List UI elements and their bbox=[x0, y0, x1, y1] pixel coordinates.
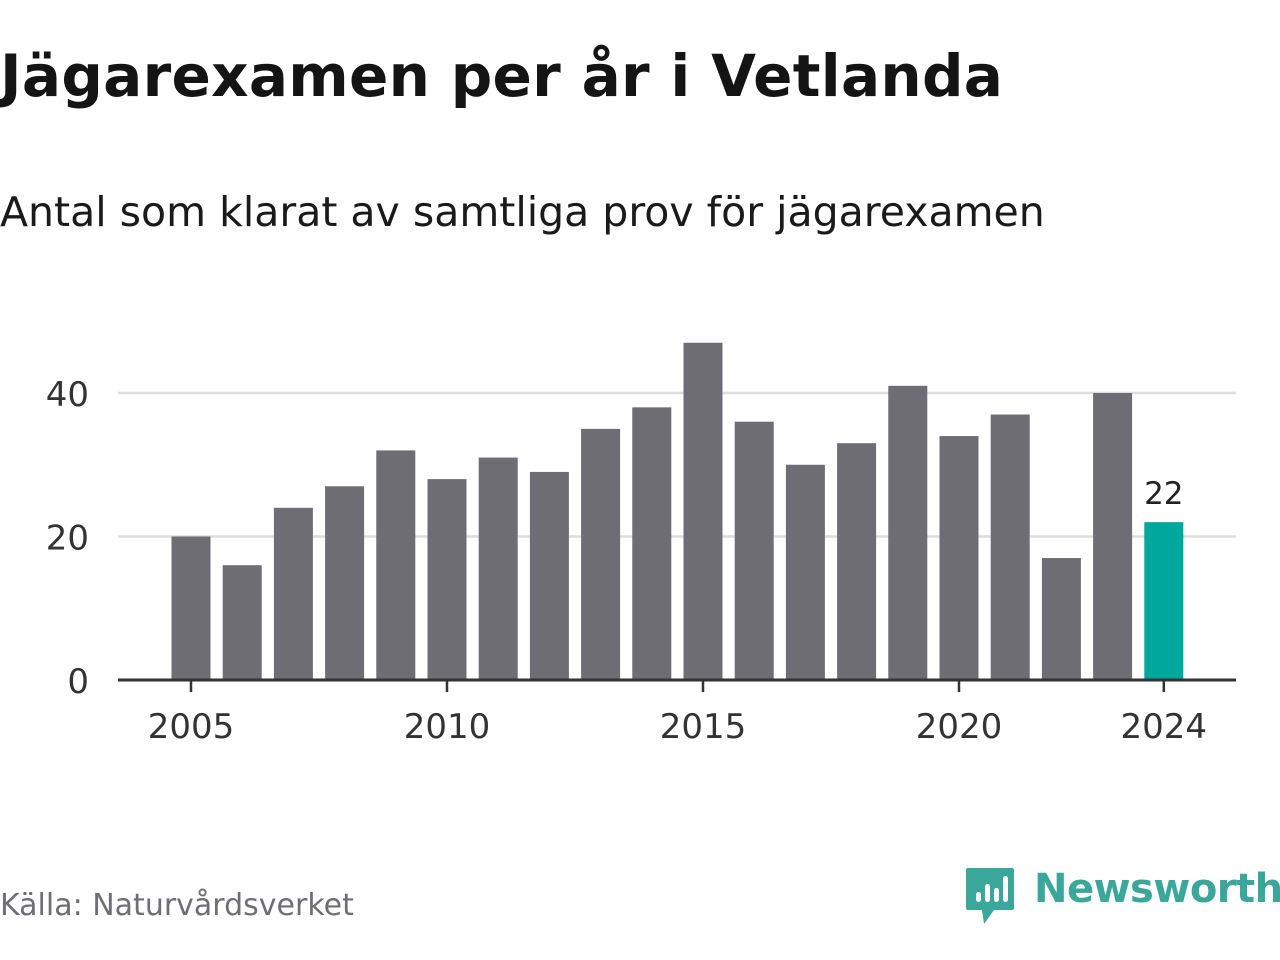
chart-title: Jägarexamen per år i Vetlanda bbox=[0, 42, 1004, 110]
x-tick-label: 2015 bbox=[660, 707, 747, 747]
bar-2023 bbox=[1093, 393, 1133, 680]
bar-2020 bbox=[939, 436, 979, 680]
newsworthy-logo-icon bbox=[966, 868, 1014, 924]
y-tick-label: 20 bbox=[46, 519, 89, 559]
chart-subtitle: Antal som klarat av samtliga prov för jä… bbox=[0, 188, 1045, 236]
bar-2017 bbox=[785, 464, 825, 680]
x-tick-label: 2005 bbox=[148, 707, 235, 747]
bar-2016 bbox=[734, 421, 774, 680]
bar-2008 bbox=[325, 486, 365, 680]
bar-2005 bbox=[171, 536, 211, 680]
x-tick-label: 2024 bbox=[1121, 707, 1208, 747]
data-label: 22 bbox=[1144, 476, 1183, 512]
y-tick-label: 0 bbox=[67, 662, 89, 702]
bar-2022 bbox=[1041, 558, 1081, 680]
bar-2024 bbox=[1144, 522, 1184, 680]
bar-2011 bbox=[478, 457, 518, 680]
bar-2013 bbox=[581, 428, 621, 680]
bar-2014 bbox=[632, 407, 672, 680]
x-tick-label: 2010 bbox=[404, 707, 491, 747]
brand-name: Newsworthy bbox=[1034, 866, 1280, 912]
bar-2019 bbox=[888, 385, 928, 680]
bar-2012 bbox=[529, 471, 569, 680]
source-note: Källa: Naturvårdsverket bbox=[0, 888, 354, 923]
bar-chart: 0 20 40 2005 2010 2015 2020 2024 22 bbox=[46, 342, 1236, 747]
y-tick-label: 40 bbox=[46, 375, 89, 415]
x-tick-label: 2020 bbox=[916, 707, 1003, 747]
bar-2021 bbox=[990, 414, 1030, 680]
bar-2009 bbox=[376, 450, 416, 680]
bar-2010 bbox=[427, 479, 467, 680]
bar-2015 bbox=[683, 342, 723, 680]
bar-2018 bbox=[837, 443, 877, 680]
bar-2007 bbox=[273, 507, 313, 680]
bar-2006 bbox=[222, 565, 262, 680]
